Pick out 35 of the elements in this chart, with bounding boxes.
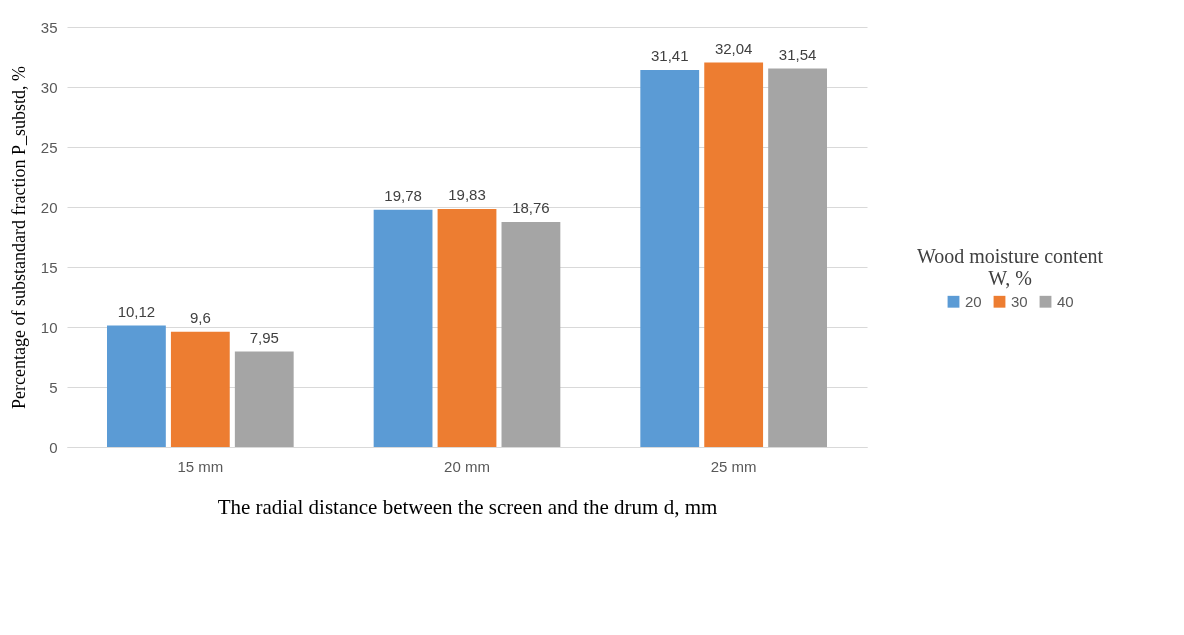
y-tick-label: 15 [40, 258, 58, 276]
data-label: 18,76 [512, 198, 550, 216]
bar [437, 209, 497, 447]
x-tick-label: 25 mm [710, 457, 757, 475]
data-label: 7,95 [249, 328, 279, 346]
y-tick-label: 35 [40, 18, 58, 36]
y-axis-title: Percentage of substandard fraction P_substd, % [8, 66, 29, 409]
legend-label: 30 [1011, 292, 1028, 310]
bar [768, 68, 827, 447]
bar [107, 325, 166, 447]
legend-label: 20 [965, 292, 982, 310]
y-tick-label: 5 [49, 378, 58, 396]
bar [234, 351, 294, 447]
legend-title: Wood moisture content W, % [916, 245, 1104, 289]
x-tick-label: 15 mm [177, 457, 224, 475]
x-axis-title: The radial distance between the screen and the drum d, mm [217, 494, 718, 519]
data-label: 19,83 [448, 186, 486, 204]
bar [501, 221, 561, 447]
data-label: 19,78 [384, 186, 422, 204]
y-tick-label: 25 [40, 138, 58, 156]
data-label: 31,54 [778, 45, 817, 63]
data-label: 31,41 [650, 47, 689, 65]
data-label: 10,12 [117, 302, 156, 320]
data-label: 9,6 [189, 308, 211, 326]
legend-label: 40 [1057, 292, 1074, 310]
bar [704, 62, 764, 447]
y-tick-label: 30 [40, 78, 58, 96]
bar [640, 70, 700, 447]
bar [373, 209, 433, 447]
y-tick-label: 20 [40, 198, 58, 216]
x-tick-label: 20 mm [444, 457, 490, 475]
y-tick-label: 10 [40, 318, 58, 336]
bar [170, 331, 230, 447]
data-label: 32,04 [714, 39, 753, 57]
y-tick-label: 0 [49, 438, 58, 456]
